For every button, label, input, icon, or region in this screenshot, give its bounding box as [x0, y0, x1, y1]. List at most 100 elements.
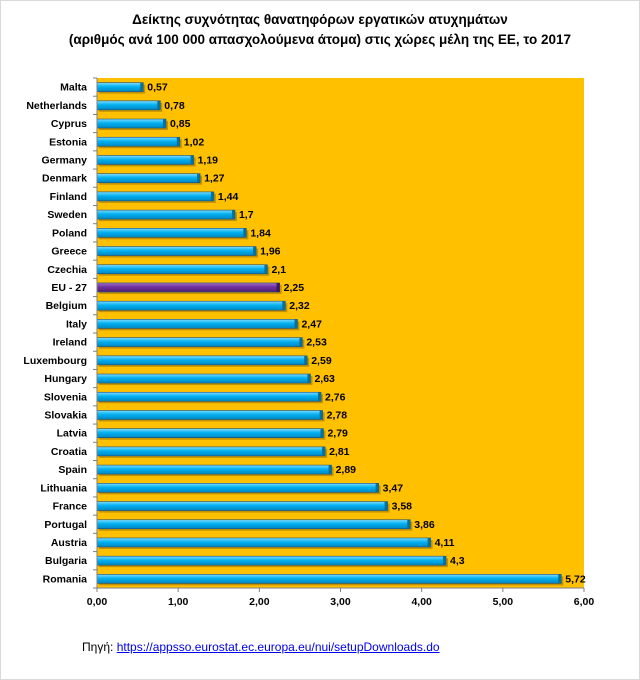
bar-end-cap: [299, 337, 303, 347]
value-label: 2,59: [311, 355, 332, 367]
bar-slovakia: [96, 410, 325, 422]
bar-austria: [96, 537, 433, 549]
category-label: Croatia: [51, 446, 87, 458]
category-label: Cyprus: [51, 118, 87, 130]
value-label: 3,47: [383, 482, 404, 494]
bar-end-cap: [253, 246, 257, 256]
bar-germany: [96, 155, 196, 167]
value-label: 2,81: [329, 446, 350, 458]
bar-end-cap: [243, 228, 247, 238]
bar-end-cap: [384, 501, 388, 511]
bar-end-cap: [307, 374, 311, 384]
value-label: 2,79: [327, 428, 348, 440]
bar-denmark: [96, 173, 203, 185]
bar-finland: [96, 191, 216, 203]
bar-body: [96, 519, 411, 530]
value-label: 4,3: [450, 555, 465, 567]
bar-france: [96, 501, 390, 513]
category-label: Austria: [51, 537, 87, 549]
bar-hungary: [96, 373, 313, 386]
category-label: Belgium: [46, 300, 87, 312]
bar-body: [96, 319, 298, 329]
bar-body: [96, 209, 236, 220]
bar-body: [96, 282, 280, 293]
category-label: Poland: [52, 227, 87, 239]
source-note: Πηγή: https://appsso.eurostat.ec.europa.…: [82, 640, 440, 654]
category-label: Bulgaria: [45, 555, 87, 567]
bar-end-cap: [197, 173, 201, 183]
category-label: Romania: [43, 573, 88, 585]
value-label: 1,7: [239, 209, 254, 221]
value-label: 1,44: [218, 191, 239, 203]
bar-greece: [96, 246, 259, 258]
bar-end-cap: [190, 155, 194, 165]
bar-body: [96, 373, 311, 384]
bar-body: [96, 136, 181, 147]
value-label: 0,78: [164, 100, 185, 112]
bar-body: [96, 118, 167, 129]
x-tick-label: 3,00: [330, 596, 351, 608]
bar-body: [96, 537, 431, 548]
bar-end-cap: [176, 137, 180, 147]
bar-body: [96, 82, 144, 92]
bar-end-cap: [210, 191, 214, 201]
category-label: Portugal: [44, 519, 87, 531]
category-label: Greece: [51, 246, 87, 258]
value-label: 1,19: [198, 154, 219, 166]
bar-end-cap: [294, 319, 298, 329]
category-label: Slovakia: [44, 409, 87, 421]
source-link[interactable]: https://appsso.eurostat.ec.europa.eu/nui…: [116, 640, 440, 654]
value-label: 0,85: [170, 118, 191, 130]
bar-body: [96, 446, 326, 457]
category-label: Slovenia: [44, 391, 87, 403]
category-label: France: [53, 501, 88, 513]
bar-end-cap: [320, 428, 324, 438]
bar-body: [96, 555, 447, 566]
bar-bulgaria: [96, 555, 449, 568]
category-label: Estonia: [49, 136, 87, 148]
bar-end-cap: [328, 465, 332, 475]
category-label: Spain: [58, 464, 87, 476]
bar-body: [96, 100, 161, 111]
bar-body: [96, 300, 286, 311]
bar-body: [96, 410, 323, 420]
value-label: 2,1: [271, 264, 286, 276]
value-label: 2,76: [325, 391, 346, 403]
bar-body: [96, 173, 201, 183]
value-label: 2,63: [314, 373, 335, 385]
bar-spain: [96, 464, 334, 477]
bar-portugal: [96, 519, 413, 531]
value-label: 1,02: [184, 136, 205, 148]
bar-belgium: [96, 300, 288, 313]
bar-estonia: [96, 136, 182, 149]
bar-body: [96, 483, 379, 493]
value-label: 5,72: [565, 573, 586, 585]
bar-body: [96, 574, 562, 584]
bar-end-cap: [276, 282, 280, 292]
value-label: 1,84: [250, 227, 271, 239]
bar-end-cap: [304, 355, 308, 365]
value-label: 4,11: [435, 537, 455, 549]
category-label: Netherlands: [26, 100, 87, 112]
value-label: 2,32: [289, 300, 310, 312]
bar-body: [96, 228, 247, 238]
bar-body: [96, 428, 324, 438]
chart-title: Δείκτης συχνότητας θανατηφόρων εργατικών…: [0, 10, 640, 50]
bar-end-cap: [375, 483, 379, 493]
x-tick-label: 2,00: [249, 596, 270, 608]
bar-end-cap: [319, 410, 323, 420]
bar-malta: [96, 82, 146, 94]
bar-netherlands: [96, 100, 163, 112]
bar-czechia: [96, 264, 270, 276]
category-label: Sweden: [47, 209, 87, 221]
bar-end-cap: [407, 519, 411, 529]
bar-body: [96, 264, 268, 275]
bar-end-cap: [318, 392, 322, 402]
category-label: Latvia: [57, 428, 88, 440]
x-tick-label: 1,00: [168, 596, 189, 608]
bar-body: [96, 464, 332, 475]
bar-end-cap: [140, 82, 144, 92]
category-label: Luxembourg: [23, 355, 87, 367]
bar-body: [96, 191, 215, 202]
bar-end-cap: [282, 301, 286, 311]
